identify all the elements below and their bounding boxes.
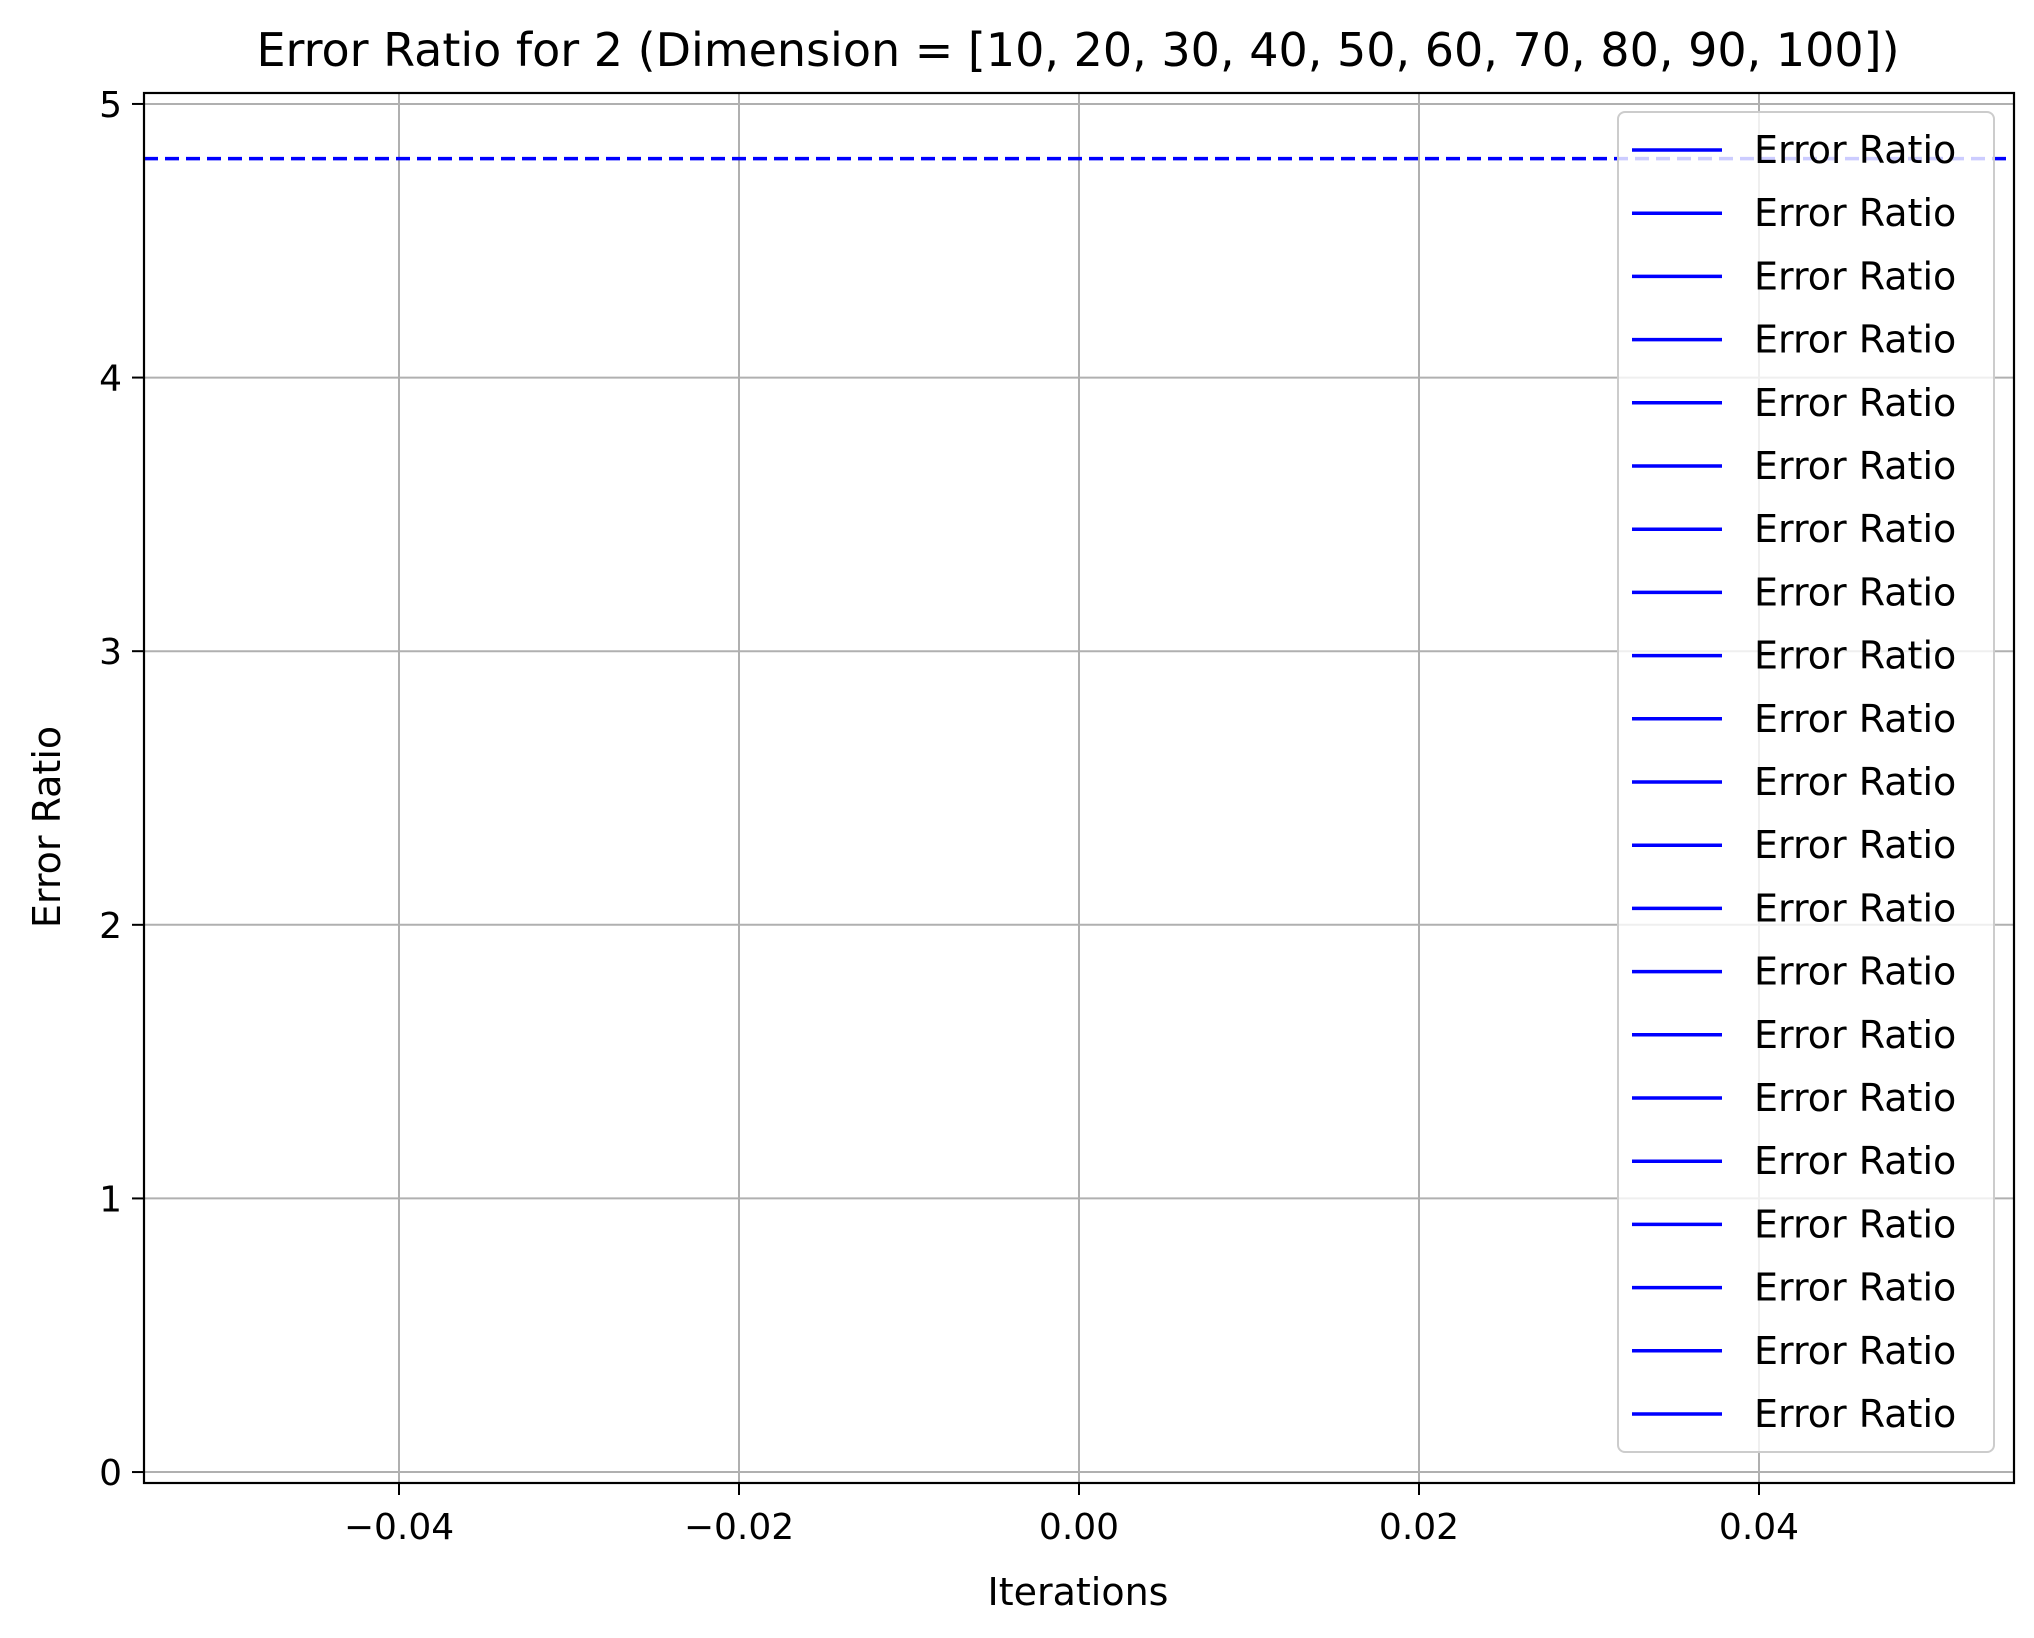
legend-entry-label: Error Ratio <box>1754 1329 1956 1373</box>
x-tick-label: 0.04 <box>1719 1507 1799 1548</box>
y-tick-label: 3 <box>99 632 122 673</box>
legend-entry-label: Error Ratio <box>1754 823 1956 867</box>
legend[interactable]: Error Ratio Error Ratio Error Ratio Error R… <box>1617 111 1995 1453</box>
legend-entry-label: Error Ratio <box>1754 128 1956 172</box>
legend-entry-label: Error Ratio <box>1754 191 1956 235</box>
legend-entry-label: Error Ratio <box>1754 444 1956 488</box>
legend-entry-label: Error Ratio <box>1754 886 1956 930</box>
legend-entry-label: Error Ratio <box>1754 1392 1956 1436</box>
x-tick-label: 0.02 <box>1379 1507 1459 1548</box>
legend-entry-label: Error Ratio <box>1754 507 1956 551</box>
legend-entry-label: Error Ratio <box>1754 697 1956 741</box>
legend-entry-label: Error Ratio <box>1754 950 1956 994</box>
x-tick-label: −0.04 <box>344 1507 454 1548</box>
legend-entry-label: Error Ratio <box>1754 760 1956 804</box>
legend-entry-label: Error Ratio <box>1754 1266 1956 1310</box>
legend-box <box>1617 111 1995 1453</box>
chart-title: Error Ratio for 2 (Dimension = [10, 20, … <box>256 23 1899 77</box>
y-tick-label: 0 <box>99 1453 122 1494</box>
legend-entry-label: Error Ratio <box>1754 1202 1956 1246</box>
x-axis-label: Iterations <box>988 1570 1169 1614</box>
legend-entry-label: Error Ratio <box>1754 254 1956 298</box>
legend-entry-label: Error Ratio <box>1754 1139 1956 1183</box>
legend-entry-label: Error Ratio <box>1754 634 1956 678</box>
y-tick-label: 5 <box>99 85 122 126</box>
x-tick-label: 0.00 <box>1039 1507 1119 1548</box>
legend-entry-label: Error Ratio <box>1754 1076 1956 1120</box>
legend-entry-label: Error Ratio <box>1754 318 1956 362</box>
legend-entry-label: Error Ratio <box>1754 381 1956 425</box>
y-tick-label: 1 <box>99 1179 122 1220</box>
legend-entry-label: Error Ratio <box>1754 1013 1956 1057</box>
y-tick-label: 4 <box>99 359 122 400</box>
axis-ticks: −0.04 −0.02 0.00 0.02 0.04 0 1 2 3 4 5 <box>99 85 1799 1548</box>
y-axis-label: Error Ratio <box>25 726 69 928</box>
y-tick-label: 2 <box>99 906 122 947</box>
legend-entry-label: Error Ratio <box>1754 570 1956 614</box>
x-tick-label: −0.02 <box>684 1507 794 1548</box>
